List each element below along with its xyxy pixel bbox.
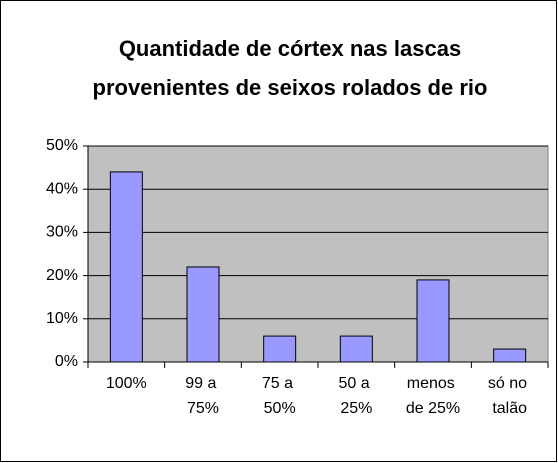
y-tick-label: 20% <box>46 267 78 284</box>
x-tick-label: 75 a 50% <box>262 375 298 417</box>
x-tick-label: menos de 25% <box>406 375 460 417</box>
y-tick-label: 40% <box>46 180 78 197</box>
y-tick-label: 0% <box>55 353 78 370</box>
chart-title: Quantidade de córtex nas lascas <box>119 36 461 61</box>
bar <box>186 266 220 363</box>
bar <box>109 171 143 363</box>
x-tick-label: 50 a 25% <box>339 375 375 417</box>
y-tick-label: 10% <box>46 310 78 327</box>
bar <box>416 279 450 363</box>
x-tick-label: 100% <box>106 375 147 392</box>
chart-title: provenientes de seixos rolados de rio <box>93 75 488 100</box>
y-tick-label: 50% <box>46 137 78 154</box>
bar <box>493 348 527 363</box>
bar <box>263 335 297 363</box>
bar <box>339 335 373 363</box>
y-tick-label: 30% <box>46 224 78 241</box>
x-tick-label: só no talão <box>488 375 532 417</box>
plot-area <box>87 145 549 363</box>
x-tick-label: 99 a 75% <box>185 375 221 417</box>
